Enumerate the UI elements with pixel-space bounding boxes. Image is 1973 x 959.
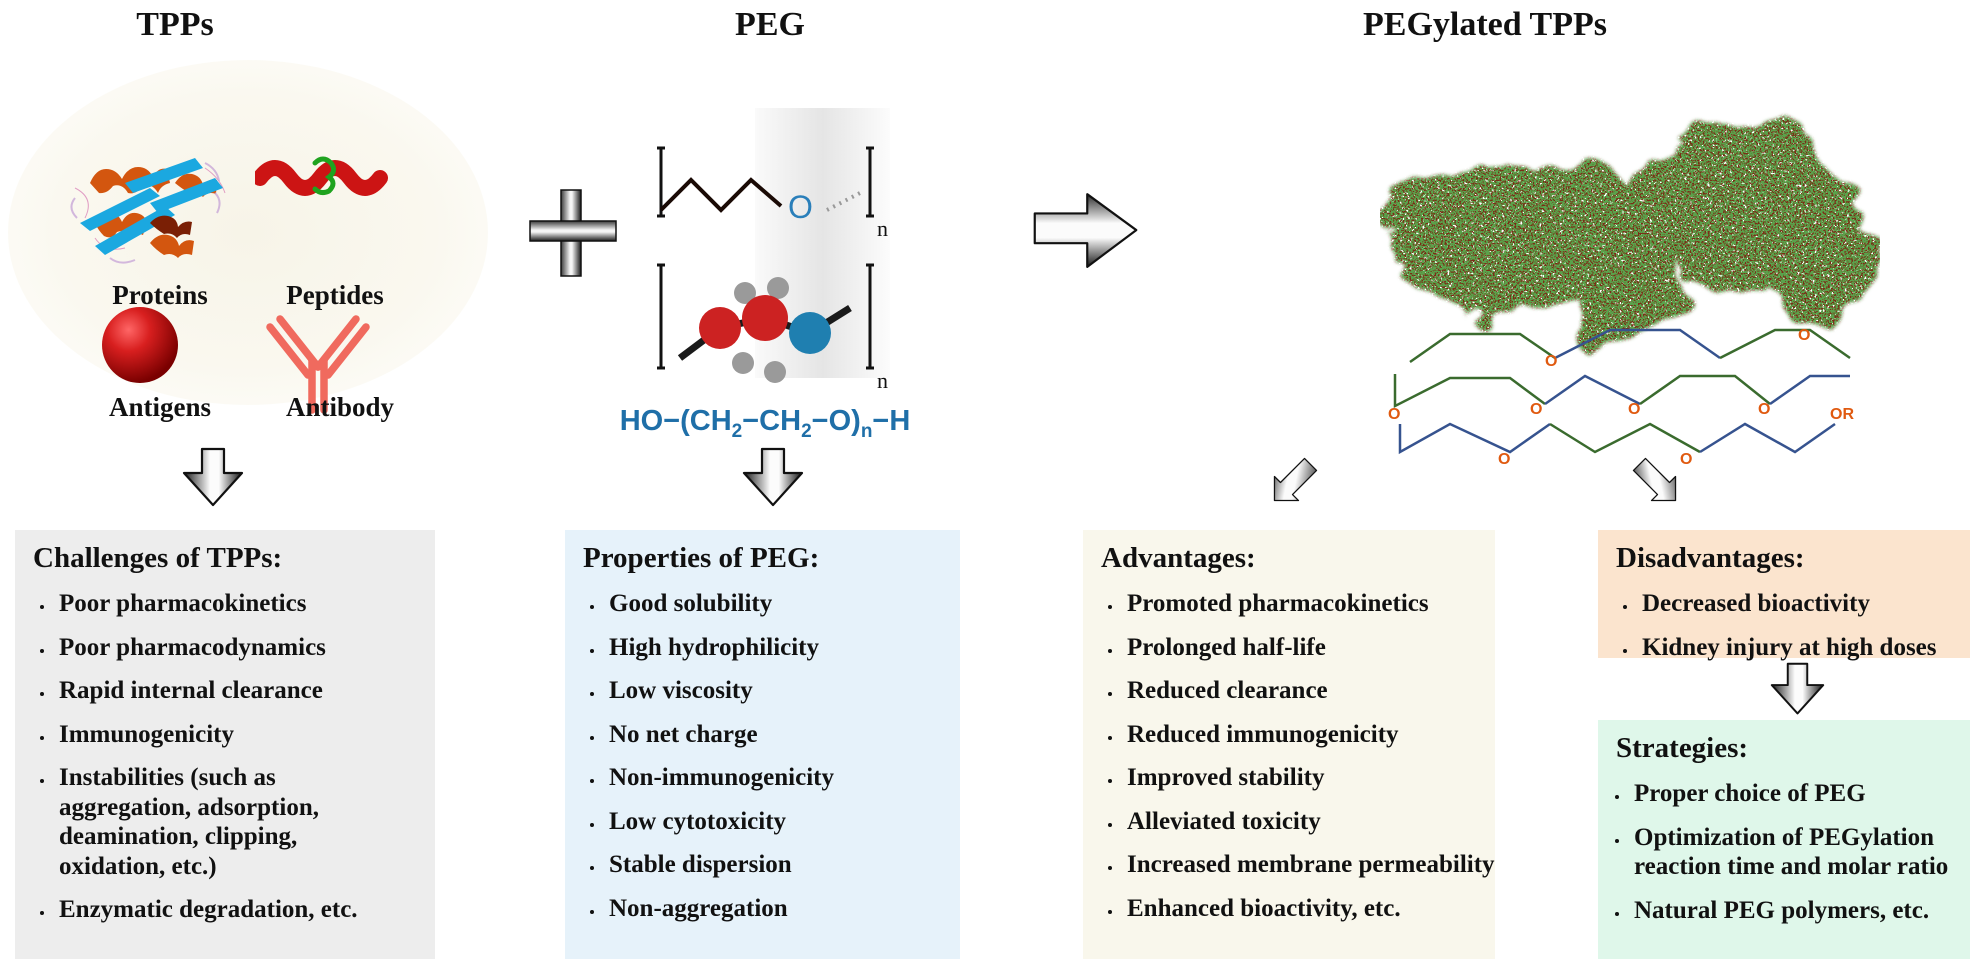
svg-text:O: O xyxy=(1798,327,1810,344)
svg-text:n: n xyxy=(877,216,888,241)
svg-text:OR: OR xyxy=(1830,408,1854,423)
svg-text:O: O xyxy=(788,189,813,225)
svg-text:O: O xyxy=(1498,451,1510,468)
svg-text:n: n xyxy=(877,368,888,393)
svg-text:O: O xyxy=(1388,408,1400,423)
